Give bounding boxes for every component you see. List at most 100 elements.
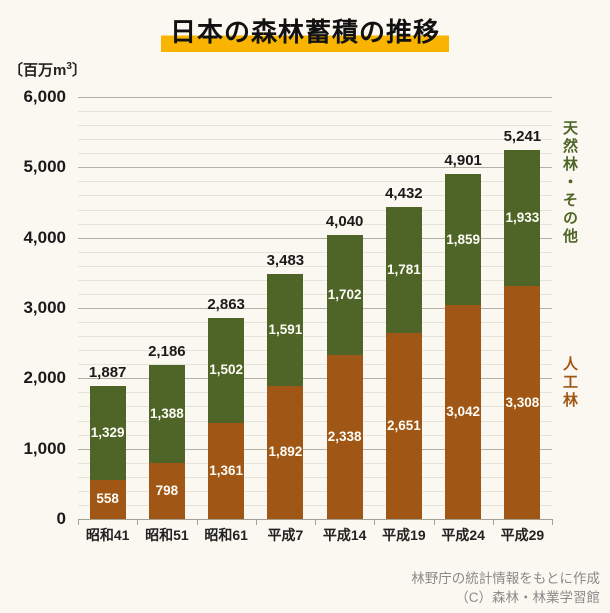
bar-total-label: 3,483 bbox=[266, 252, 305, 270]
bar-value-label: 1,702 bbox=[327, 286, 362, 302]
bar-value-label: 1,388 bbox=[149, 406, 184, 422]
bar-value-label: 3,308 bbox=[505, 394, 540, 410]
x-axis-tick bbox=[137, 519, 139, 525]
bar-value-label: 1,781 bbox=[386, 261, 421, 277]
gridline-minor bbox=[78, 125, 552, 127]
y-axis-label: 3,000 bbox=[23, 298, 66, 317]
bar-segment-natural bbox=[148, 365, 185, 463]
gridline-minor bbox=[78, 490, 552, 492]
bar-segment-natural bbox=[445, 174, 482, 306]
gridline-minor bbox=[78, 111, 552, 113]
bar-value-label: 3,042 bbox=[446, 404, 481, 420]
bar-segment-natural bbox=[89, 386, 126, 480]
bar-segment-natural bbox=[385, 207, 422, 333]
bar-total-label: 5,241 bbox=[503, 128, 542, 146]
source-line-2: （C）森林・林業学習館 bbox=[455, 590, 600, 605]
gridline-minor bbox=[78, 420, 552, 422]
x-axis-tick bbox=[78, 519, 79, 525]
bar-segment-natural bbox=[504, 150, 541, 287]
gridline-minor bbox=[78, 293, 552, 295]
gridline-minor bbox=[78, 504, 552, 506]
bar-segment-natural bbox=[326, 234, 363, 355]
chart-title: 日本の森林蓄積の推移 bbox=[160, 16, 449, 52]
gridline-minor bbox=[78, 251, 552, 253]
x-axis-labels: 昭和41 昭和51 昭和61 平成7 平成14 平成19 平成24 平成29 bbox=[78, 525, 552, 545]
bar-value-label: 558 bbox=[96, 491, 119, 507]
x-axis-tick bbox=[315, 519, 316, 525]
gridline-minor bbox=[78, 476, 552, 478]
x-axis-label: 昭和41 bbox=[85, 527, 130, 543]
gridline-major bbox=[78, 167, 552, 169]
x-axis-label: 平成24 bbox=[441, 527, 485, 543]
gridline-minor bbox=[78, 364, 552, 366]
x-axis-label: 昭和51 bbox=[145, 527, 189, 543]
bar-segment-planted bbox=[385, 332, 422, 519]
gridline-minor bbox=[78, 322, 552, 324]
bar-total-label: 2,863 bbox=[207, 295, 245, 313]
y-axis-label: 0 bbox=[56, 509, 66, 528]
bar-value-label: 1,892 bbox=[268, 444, 303, 460]
gridline-minor bbox=[78, 195, 552, 197]
bar-segment-planted bbox=[267, 385, 304, 519]
gridline-major bbox=[78, 308, 552, 309]
gridline-minor bbox=[78, 139, 552, 141]
x-axis-tick bbox=[433, 519, 435, 525]
bar-segment-natural bbox=[267, 274, 304, 386]
bar-value-label: 1,361 bbox=[209, 463, 244, 479]
gridline-minor bbox=[78, 223, 552, 225]
legend-natural-forest-label: 天然林・その他 bbox=[561, 120, 578, 246]
bar-total-label: 4,432 bbox=[385, 185, 423, 203]
gridline-minor bbox=[78, 336, 552, 338]
x-axis-tick bbox=[492, 519, 494, 525]
unit-superscript: 3 bbox=[66, 61, 72, 72]
bar-value-label: 1,329 bbox=[90, 425, 125, 441]
bar-segment-natural bbox=[208, 317, 245, 424]
bar-value-label: 1,502 bbox=[209, 362, 244, 378]
source-attribution: 林野庁の統計情報をもとに作成 （C）森林・林業学習館 bbox=[411, 569, 600, 607]
gridline-major bbox=[78, 378, 552, 380]
bar-value-label: 2,651 bbox=[386, 417, 421, 433]
x-axis-tick bbox=[255, 519, 257, 525]
bar-value-label: 1,859 bbox=[446, 231, 481, 247]
bar-segment-planted bbox=[445, 305, 482, 519]
gridline-minor bbox=[78, 181, 552, 183]
x-axis-label: 平成19 bbox=[382, 527, 426, 543]
plot-area: 558 1,329 1,887 798 1,388 2,186 1,361 1,502 2,86… bbox=[78, 97, 553, 525]
x-axis-label: 昭和61 bbox=[204, 527, 248, 543]
y-axis-label: 2,000 bbox=[23, 368, 66, 388]
x-axis-label: 平成7 bbox=[267, 527, 304, 543]
gridline-major bbox=[78, 97, 552, 98]
x-axis-tick bbox=[552, 519, 553, 525]
bar-total-label: 2,186 bbox=[148, 343, 186, 361]
bar-segment-planted bbox=[326, 354, 363, 519]
x-axis-tick bbox=[374, 519, 376, 525]
gridline-minor bbox=[78, 434, 552, 436]
chart-title-row: 日本の森林蓄積の推移 bbox=[0, 16, 610, 52]
gridline-major bbox=[78, 448, 552, 450]
legend-planted-forest-label: 人工林 bbox=[561, 356, 578, 410]
unit-suffix: 〕 bbox=[71, 62, 87, 79]
gridline-minor bbox=[78, 406, 552, 408]
bar-segment-planted bbox=[148, 462, 185, 519]
gridline-major bbox=[78, 237, 552, 239]
bar-value-label: 1,933 bbox=[505, 210, 540, 226]
bar-total-label: 4,901 bbox=[444, 152, 482, 170]
y-axis-label: 5,000 bbox=[23, 157, 66, 177]
bar-total-label: 4,040 bbox=[325, 212, 364, 230]
bar-segment-planted bbox=[89, 479, 126, 519]
gridline-minor bbox=[78, 209, 552, 211]
bar-segment-planted bbox=[208, 423, 245, 519]
gridline-minor bbox=[78, 153, 552, 155]
x-axis-label: 平成14 bbox=[322, 527, 367, 543]
source-line-1: 林野庁の統計情報をもとに作成 bbox=[411, 571, 600, 586]
y-axis-label: 4,000 bbox=[23, 227, 66, 247]
bar-value-label: 2,338 bbox=[327, 428, 362, 444]
y-axis-unit-label: 〔百万m3〕 bbox=[8, 59, 87, 80]
unit-prefix: 〔百万m bbox=[8, 62, 67, 79]
gridline-minor bbox=[78, 350, 552, 352]
y-axis-label: 1,000 bbox=[23, 438, 66, 458]
gridline-minor bbox=[78, 392, 552, 394]
bar-segment-planted bbox=[504, 286, 541, 519]
bar-value-label: 798 bbox=[155, 482, 179, 498]
